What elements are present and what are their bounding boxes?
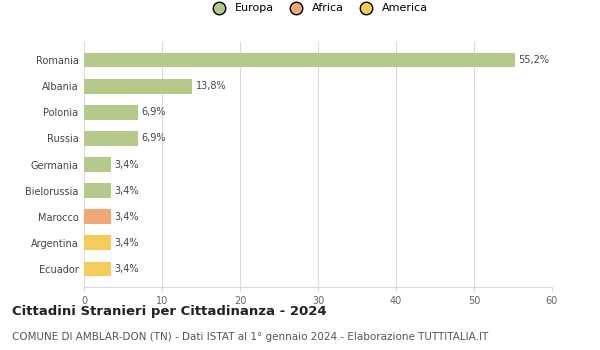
Bar — [84, 183, 110, 198]
Text: 13,8%: 13,8% — [196, 81, 226, 91]
Bar — [84, 261, 110, 276]
Text: Cittadini Stranieri per Cittadinanza - 2024: Cittadini Stranieri per Cittadinanza - 2… — [12, 304, 326, 317]
Bar — [84, 79, 191, 93]
Text: 3,4%: 3,4% — [115, 160, 139, 169]
Bar — [84, 158, 110, 172]
Legend: Europa, Africa, America: Europa, Africa, America — [208, 4, 428, 13]
Text: COMUNE DI AMBLAR-DON (TN) - Dati ISTAT al 1° gennaio 2024 - Elaborazione TUTTITA: COMUNE DI AMBLAR-DON (TN) - Dati ISTAT a… — [12, 332, 488, 343]
Bar — [84, 53, 515, 68]
Text: 3,4%: 3,4% — [115, 212, 139, 222]
Text: 6,9%: 6,9% — [142, 107, 166, 117]
Text: 3,4%: 3,4% — [115, 264, 139, 274]
Text: 55,2%: 55,2% — [518, 55, 550, 65]
Bar — [84, 131, 138, 146]
Bar — [84, 105, 138, 120]
Text: 6,9%: 6,9% — [142, 133, 166, 143]
Bar — [84, 236, 110, 250]
Bar — [84, 209, 110, 224]
Text: 3,4%: 3,4% — [115, 186, 139, 196]
Text: 3,4%: 3,4% — [115, 238, 139, 248]
